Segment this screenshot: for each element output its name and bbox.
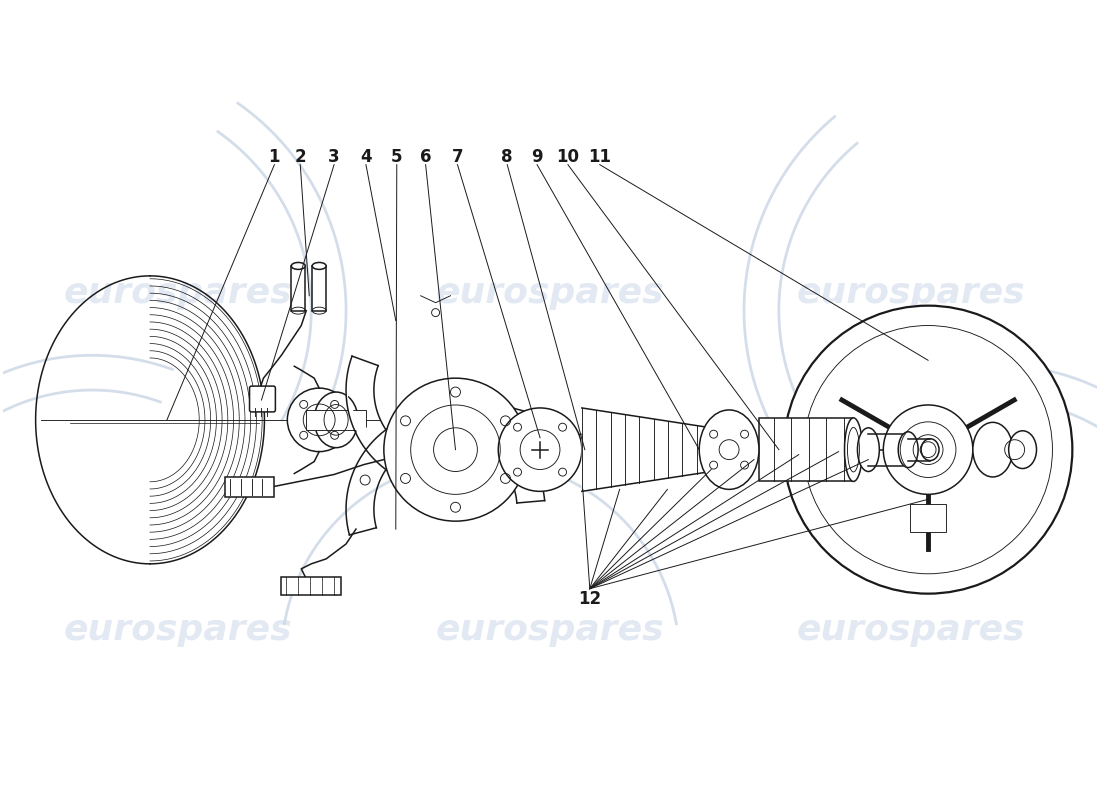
Text: 12: 12 bbox=[579, 590, 602, 608]
Text: eurospares: eurospares bbox=[436, 276, 664, 310]
Text: 7: 7 bbox=[452, 148, 463, 166]
Text: 9: 9 bbox=[531, 148, 543, 166]
Ellipse shape bbox=[292, 262, 305, 270]
Bar bbox=[759, 418, 854, 482]
Bar bbox=[306, 410, 366, 430]
FancyBboxPatch shape bbox=[604, 419, 645, 445]
Circle shape bbox=[287, 388, 351, 452]
Ellipse shape bbox=[972, 422, 1013, 477]
Ellipse shape bbox=[1009, 430, 1036, 469]
Text: eurospares: eurospares bbox=[436, 614, 664, 647]
Text: 1: 1 bbox=[268, 148, 280, 166]
Ellipse shape bbox=[921, 438, 939, 461]
Text: 5: 5 bbox=[390, 148, 403, 166]
Text: eurospares: eurospares bbox=[796, 614, 1025, 647]
Polygon shape bbox=[346, 359, 539, 484]
Text: eurospares: eurospares bbox=[796, 276, 1025, 310]
Text: 6: 6 bbox=[420, 148, 431, 166]
Text: 8: 8 bbox=[502, 148, 513, 166]
Ellipse shape bbox=[315, 392, 358, 448]
Text: eurospares: eurospares bbox=[64, 614, 293, 647]
Ellipse shape bbox=[857, 428, 879, 471]
Circle shape bbox=[384, 378, 527, 521]
Bar bbox=[282, 577, 341, 594]
FancyBboxPatch shape bbox=[250, 386, 275, 412]
Bar bbox=[312, 266, 326, 310]
Bar bbox=[224, 478, 274, 498]
Text: eurospares: eurospares bbox=[64, 276, 293, 310]
Circle shape bbox=[498, 408, 582, 491]
Ellipse shape bbox=[700, 410, 759, 490]
Circle shape bbox=[883, 405, 972, 494]
Ellipse shape bbox=[899, 432, 918, 467]
Circle shape bbox=[784, 306, 1072, 594]
Text: 3: 3 bbox=[328, 148, 340, 166]
Ellipse shape bbox=[312, 262, 326, 270]
Bar bbox=[910, 504, 946, 532]
Text: 4: 4 bbox=[360, 148, 372, 166]
Bar bbox=[292, 266, 305, 310]
Text: 11: 11 bbox=[588, 148, 612, 166]
Ellipse shape bbox=[845, 418, 862, 482]
Text: 10: 10 bbox=[557, 148, 580, 166]
Text: 2: 2 bbox=[295, 148, 306, 166]
